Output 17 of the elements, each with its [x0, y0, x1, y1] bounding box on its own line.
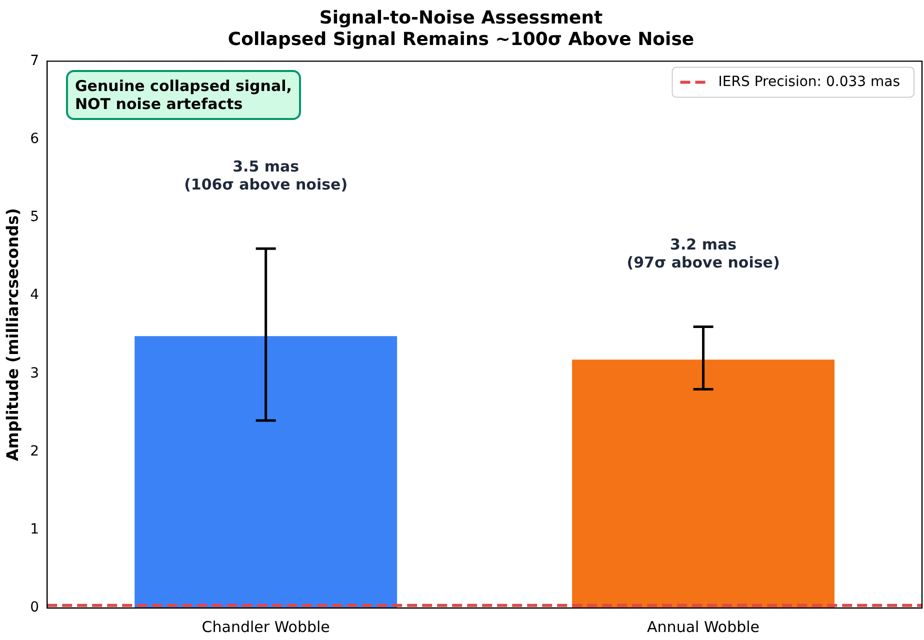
y-tick-label: 6	[30, 130, 40, 147]
y-axis-title: Amplitude (milliarcseconds)	[2, 208, 22, 462]
legend-label: IERS Precision: 0.033 mas	[718, 74, 900, 90]
x-tick-label: Annual Wobble	[647, 618, 760, 636]
x-tick-label: Chandler Wobble	[202, 618, 330, 636]
y-tick-label: 5	[30, 209, 40, 226]
y-tick-label: 7	[30, 52, 40, 69]
y-tick-label: 2	[30, 443, 40, 460]
annotation: Genuine collapsed signal, NOT noise artefacts	[66, 70, 301, 120]
y-tick-label: 1	[30, 522, 40, 538]
annotation: 3.5 mas (106σ above noise)	[184, 158, 348, 194]
annotation: 3.2 mas (97σ above noise)	[626, 236, 780, 272]
y-tick-label: 0	[30, 600, 40, 616]
chart-subtitle: Collapsed Signal Remains ~100σ Above Noise	[228, 29, 694, 50]
chart-title: Signal-to-Noise Assessment	[319, 7, 604, 28]
y-tick-label: 3	[30, 365, 40, 382]
y-tick-label: 4	[30, 287, 40, 304]
